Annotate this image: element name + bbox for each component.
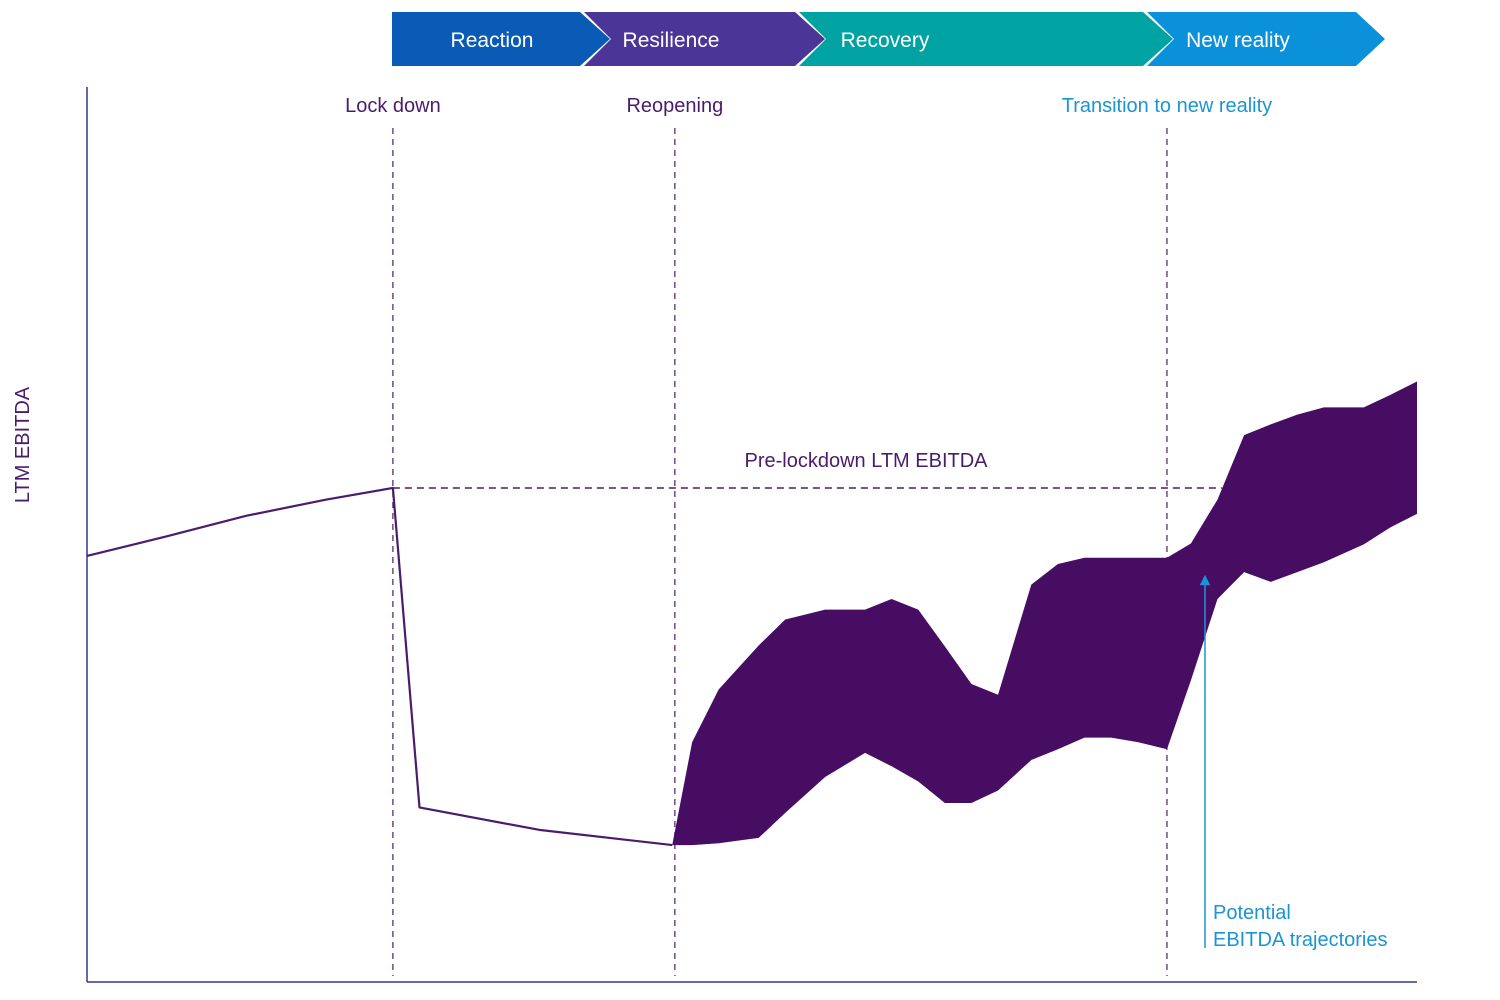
event-label-lock-down: Lock down [345,95,441,117]
phase-recovery-label: Recovery [841,29,930,52]
pre-lockdown-reference-label: Pre-lockdown LTM EBITDA [744,450,988,472]
phase-new-reality-label: New reality [1186,29,1290,52]
annotation-text-line1: Potential [1213,902,1291,924]
phase-resilience-label: Resilience [623,29,720,52]
event-label-reopening: Reopening [626,95,723,117]
events-layer: Lock down Reopening Transition to new re… [345,95,1272,976]
phase-banner: Reaction Resilience Recovery New reality [392,12,1385,66]
phase-reaction-label: Reaction [451,29,534,52]
actual-ebitda-line [86,486,673,847]
phase-new-reality: New reality [1147,12,1385,66]
phase-new-reality-chevron [1147,12,1385,66]
y-axis-label: LTM EBITDA [12,386,34,503]
phase-recovery: Recovery [799,12,1173,66]
event-label-transition: Transition to new reality [1062,95,1272,117]
phase-resilience-chevron [584,12,825,66]
phase-reaction: Reaction [392,12,610,66]
annotation-text-line2: EBITDA trajectories [1213,929,1388,951]
phase-reaction-chevron [392,12,610,66]
potential-trajectories-band [672,381,1417,846]
phase-resilience: Resilience [584,12,825,66]
phase-recovery-chevron [799,12,1173,66]
